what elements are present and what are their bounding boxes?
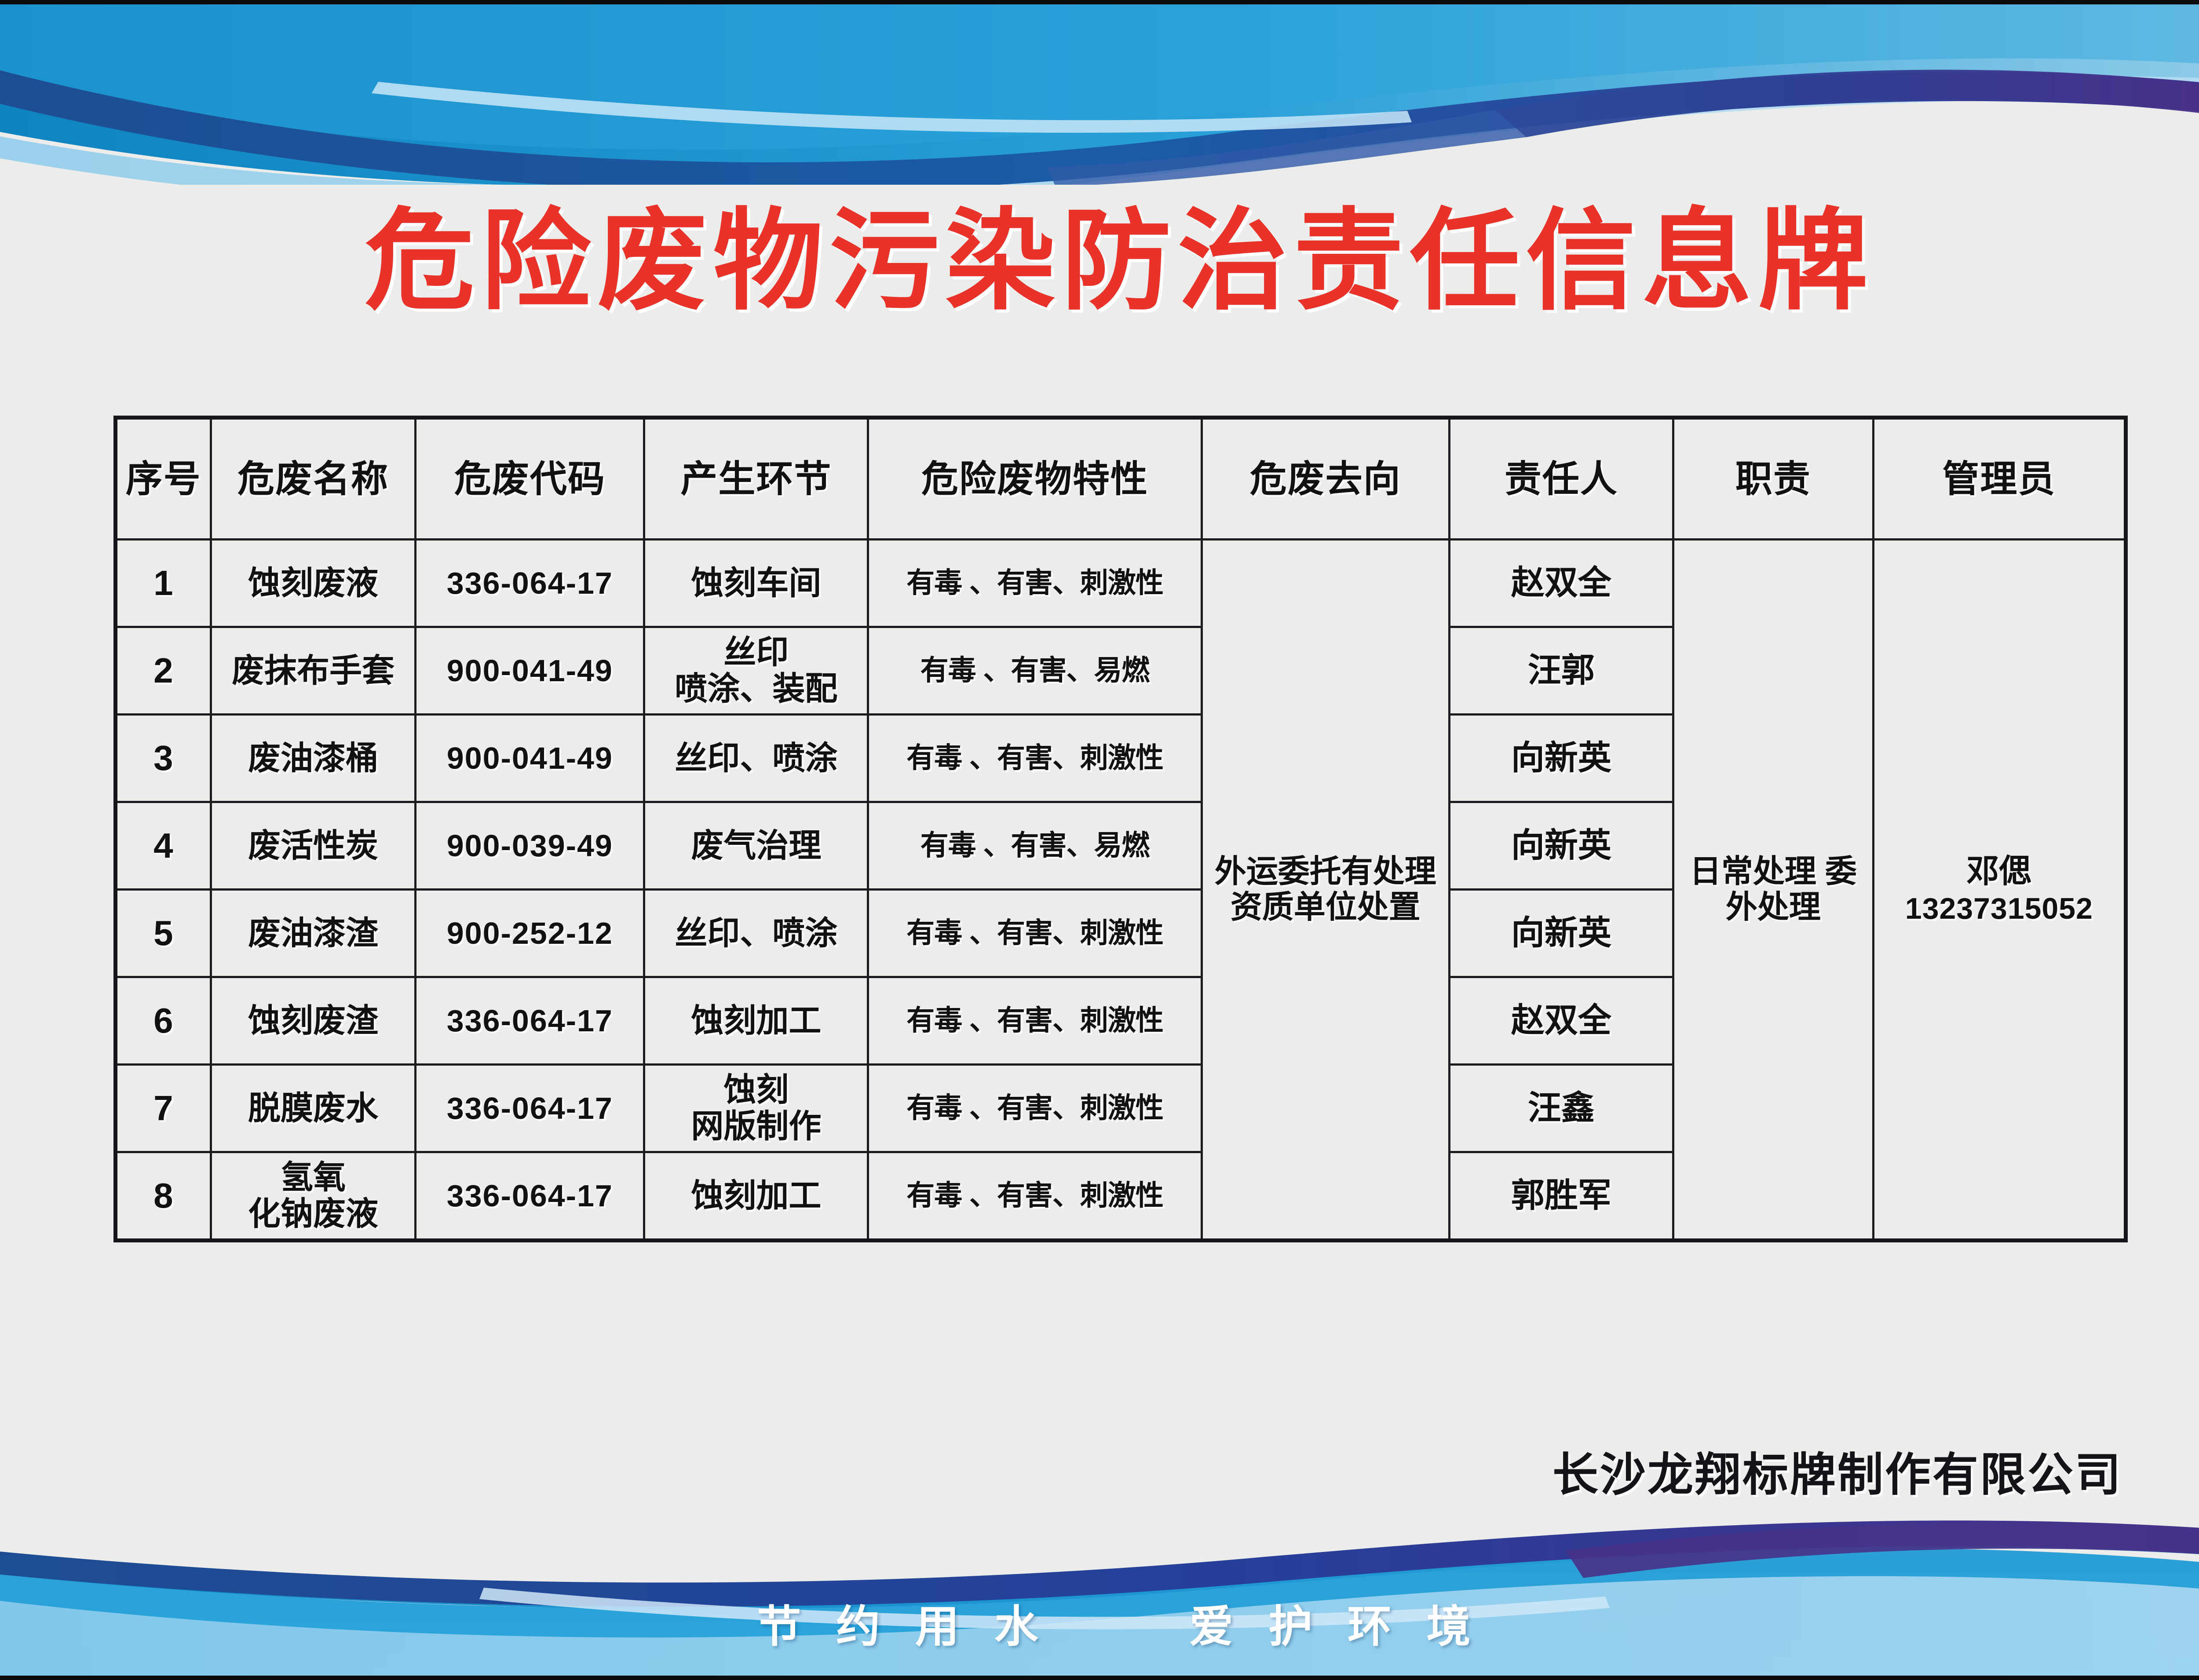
cell-name: 废油漆渣 [209, 888, 417, 978]
name-line-2: 化钠废液 [248, 1195, 378, 1232]
cell-code: 336-064-17 [414, 1151, 646, 1242]
cell-property: 有毒 、有害、刺激性 [867, 1151, 1203, 1242]
table-row: 5 废油漆渣 900-252-12 丝印、喷涂 有毒 、有害、刺激性 向新英 [114, 888, 2126, 978]
hazardous-waste-table: 序号 危废名称 危废代码 产生环节 危险废物特性 危废去向 责任人 职责 管理员… [113, 416, 2128, 1242]
cell-destination: 外运委托有处理资质单位处置 [1200, 538, 1450, 1242]
cell-stage: 蚀刻加工 [643, 1151, 869, 1242]
table-row: 1 蚀刻废液 336-064-17 蚀刻车间 有毒 、有害、刺激性 外运委托有处… [114, 538, 2127, 1242]
column-header-person: 责任人 [1448, 416, 1674, 541]
slogan-right: 爱 护 环 境 [1189, 1602, 1482, 1651]
cell-person: 汪郭 [1448, 626, 1674, 716]
manager-phone: 13237315052 [1905, 891, 2093, 925]
cell-property: 有毒 、有害、刺激性 [867, 713, 1203, 803]
table-row: 7 脱膜废水 336-064-17 蚀刻 网版制作 有毒 、有害、刺激性 汪鑫 [114, 1063, 2126, 1153]
bottom-wave-decoration [0, 1504, 2199, 1680]
cell-code: 900-041-49 [414, 626, 646, 716]
manager-name: 邓偲 [1966, 852, 2032, 889]
cell-no: 2 [114, 626, 212, 716]
cell-name: 氢氧 化钠废液 [209, 1151, 417, 1242]
cell-person: 向新英 [1448, 888, 1674, 978]
board-bottom-edge [0, 1676, 2199, 1680]
cell-no: 1 [114, 538, 212, 628]
cell-person: 郭胜军 [1448, 1151, 1674, 1242]
board-top-edge [0, 0, 2199, 4]
cell-property: 有毒 、有害、刺激性 [867, 976, 1203, 1066]
cell-name: 废抹布手套 [209, 626, 417, 716]
cell-property: 有毒 、有害、易燃 [867, 801, 1203, 891]
cell-name: 蚀刻废液 [209, 538, 417, 628]
table-row: 2 废抹布手套 900-041-49 丝印 喷涂、装配 有毒 、有害、易燃 汪郭 [114, 626, 2126, 716]
duty-line-2: 委外处理 [1725, 854, 1857, 925]
cell-person: 赵双全 [1448, 976, 1674, 1066]
cell-code: 336-064-17 [414, 976, 646, 1066]
cell-no: 4 [114, 801, 212, 891]
cell-stage: 丝印、喷涂 [643, 888, 869, 978]
cell-name: 脱膜废水 [209, 1063, 417, 1153]
cell-code: 900-252-12 [414, 888, 646, 978]
company-name: 长沙龙翔标牌制作有限公司 [1552, 1450, 2122, 1501]
table-header-row: 序号 危废名称 危废代码 产生环节 危险废物特性 危废去向 责任人 职责 管理员 [114, 416, 2127, 541]
stage-line-1: 丝印 [723, 634, 789, 671]
stage-line-2: 网版制作 [691, 1108, 822, 1144]
duty-line-1: 日常处理 [1689, 854, 1816, 889]
cell-code: 900-041-49 [414, 713, 646, 803]
column-header-code: 危废代码 [414, 416, 646, 541]
cell-person: 向新英 [1448, 713, 1674, 803]
cell-name: 蚀刻废渣 [209, 976, 417, 1066]
cell-property: 有毒 、有害、刺激性 [867, 888, 1203, 978]
cell-no: 6 [114, 976, 212, 1066]
cell-no: 8 [114, 1151, 212, 1242]
cell-property: 有毒 、有害、刺激性 [867, 1063, 1203, 1153]
cell-person: 向新英 [1448, 801, 1674, 891]
column-header-property: 危险废物特性 [867, 416, 1203, 541]
column-header-duty: 职责 [1672, 416, 1874, 541]
cell-no: 7 [114, 1063, 212, 1153]
slogan-left: 节 约 用 水 [757, 1602, 1050, 1651]
column-header-destination: 危废去向 [1200, 416, 1450, 541]
cell-no: 5 [114, 888, 212, 978]
cell-manager: 邓偲 13237315052 [1872, 538, 2127, 1242]
table-row: 3 废油漆桶 900-041-49 丝印、喷涂 有毒 、有害、刺激性 向新英 [114, 713, 2126, 803]
cell-property: 有毒 、有害、刺激性 [867, 538, 1203, 628]
cell-code: 336-064-17 [414, 1063, 646, 1153]
stage-line-1: 蚀刻 [723, 1071, 789, 1108]
table-row: 6 蚀刻废渣 336-064-17 蚀刻加工 有毒 、有害、刺激性 赵双全 [114, 976, 2126, 1066]
hazardous-waste-table-wrapper: 序号 危废名称 危废代码 产生环节 危险废物特性 危废去向 责任人 职责 管理员… [113, 416, 2128, 1242]
cell-stage: 丝印、喷涂 [643, 713, 869, 803]
top-wave-decoration [0, 0, 2199, 185]
stage-line-2: 喷涂、装配 [675, 670, 838, 707]
cell-stage: 蚀刻车间 [643, 538, 869, 628]
name-line-1: 氢氧 [281, 1159, 346, 1196]
table-row: 8 氢氧 化钠废液 336-064-17 蚀刻加工 有毒 、有害、刺激性 郭胜军 [114, 1151, 2126, 1242]
column-header-stage: 产生环节 [643, 416, 869, 541]
cell-duty: 日常处理 委外处理 [1672, 538, 1874, 1242]
cell-stage: 蚀刻 网版制作 [643, 1063, 869, 1153]
page-title: 危险废物污染防治责任信息牌 [365, 197, 1874, 325]
table-row: 4 废活性炭 900-039-49 废气治理 有毒 、有害、易燃 向新英 [114, 801, 2126, 891]
cell-property: 有毒 、有害、易燃 [867, 626, 1203, 716]
cell-person: 赵双全 [1448, 538, 1674, 628]
cell-code: 900-039-49 [414, 801, 646, 891]
cell-stage: 蚀刻加工 [643, 976, 869, 1066]
column-header-no: 序号 [114, 416, 212, 541]
column-header-manager: 管理员 [1872, 416, 2127, 541]
cell-no: 3 [114, 713, 212, 803]
cell-code: 336-064-17 [414, 538, 646, 628]
cell-person: 汪鑫 [1448, 1063, 1674, 1153]
cell-stage: 丝印 喷涂、装配 [643, 626, 869, 716]
cell-stage: 废气治理 [643, 801, 869, 891]
footer-slogan: 节 约 用 水 爱 护 环 境 [0, 1591, 2199, 1654]
column-header-name: 危废名称 [209, 416, 417, 541]
cell-name: 废油漆桶 [209, 713, 417, 803]
cell-name: 废活性炭 [209, 801, 417, 891]
